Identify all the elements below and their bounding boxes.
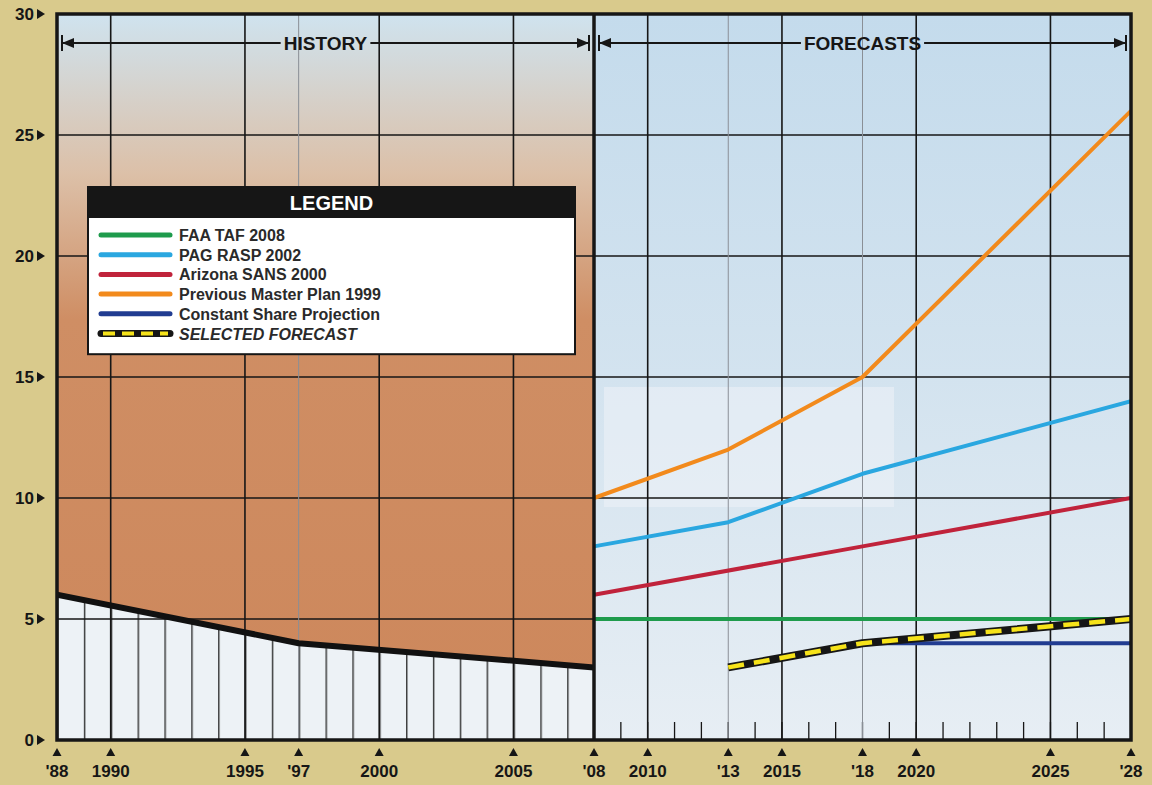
- x-tick-mark: [724, 748, 733, 756]
- x-tick-mark: [1046, 748, 1055, 756]
- y-tick-mark: [37, 372, 45, 382]
- minor-tick: [1077, 722, 1078, 740]
- minor-tick: [808, 722, 809, 740]
- x-tick-label: '08: [583, 762, 606, 781]
- x-tick-label: '28: [1120, 762, 1143, 781]
- y-tick-label: 25: [15, 126, 34, 145]
- x-tick-mark: [53, 748, 62, 756]
- minor-tick: [674, 722, 675, 740]
- grid-line-x: [1050, 14, 1052, 740]
- y-tick-label: 30: [15, 5, 34, 24]
- minor-tick: [942, 722, 943, 740]
- minor-tick: [754, 722, 755, 740]
- legend-label: FAA TAF 2008: [179, 227, 285, 244]
- legend-swatch: [101, 292, 170, 297]
- grid-line-x: [513, 14, 515, 740]
- legend-swatch: [101, 330, 170, 337]
- section-label: HISTORY: [284, 33, 368, 54]
- plot-area: [57, 14, 1131, 740]
- series-casing: [728, 619, 1131, 667]
- x-tick-mark: [858, 748, 867, 756]
- series-line: [728, 619, 1131, 667]
- y-tick-mark: [37, 735, 45, 745]
- x-tick-label: 2025: [1032, 762, 1070, 781]
- series-line: [594, 401, 1131, 546]
- y-tick-mark: [37, 251, 45, 261]
- grid-line-x: [915, 14, 917, 740]
- grid-line-x: [378, 14, 380, 740]
- minor-tick: [889, 722, 890, 740]
- minor-tick: [1104, 722, 1105, 740]
- section-arrow: [62, 35, 589, 51]
- x-tick-mark: [509, 748, 518, 756]
- section-arrow: [599, 35, 1126, 51]
- x-tick-mark: [240, 748, 249, 756]
- grid-line-x: [781, 14, 783, 740]
- x-tick-label: '18: [851, 762, 874, 781]
- x-tick-label: 2020: [897, 762, 935, 781]
- y-tick-label: 15: [15, 368, 34, 387]
- legend-swatch: [101, 252, 170, 257]
- legend-swatch: [101, 233, 170, 238]
- series-line: [594, 498, 1131, 595]
- x-tick-label: 1990: [92, 762, 130, 781]
- plot-frame: [57, 14, 1131, 740]
- y-tick-label: 20: [15, 247, 34, 266]
- x-tick-mark: [590, 748, 599, 756]
- x-tick-label: 1995: [226, 762, 264, 781]
- grid-line-x: [728, 14, 729, 740]
- legend-label: Constant Share Projection: [179, 306, 380, 323]
- y-tick-mark: [37, 614, 45, 624]
- legend-title: LEGEND: [290, 192, 373, 214]
- legend-label: Arizona SANS 2000: [179, 266, 327, 283]
- x-tick-mark: [912, 748, 921, 756]
- legend-header: [88, 187, 575, 218]
- minor-tick: [1023, 722, 1024, 740]
- legend-label: PAG RASP 2002: [179, 247, 301, 264]
- y-tick-label: 10: [15, 489, 34, 508]
- series-line: [594, 111, 1131, 498]
- minor-tick: [620, 722, 621, 740]
- history-line: [57, 595, 594, 668]
- x-tick-mark: [1127, 748, 1136, 756]
- y-tick-mark: [37, 130, 45, 140]
- y-tick-mark: [37, 493, 45, 503]
- x-tick-label: 2000: [360, 762, 398, 781]
- x-tick-label: '97: [287, 762, 310, 781]
- grid: [57, 14, 1131, 740]
- section-label: FORECASTS: [804, 33, 921, 54]
- minor-tick: [969, 722, 970, 740]
- grid-line-x: [110, 14, 112, 740]
- legend-label: SELECTED FORECAST: [179, 326, 358, 343]
- legend-swatch: [103, 332, 168, 336]
- series-line: [594, 617, 1131, 621]
- x-tick-label: 2015: [763, 762, 801, 781]
- grid-line-x: [647, 14, 649, 740]
- y-tick-mark: [37, 9, 45, 19]
- chart: HISTORYFORECASTS051015202530'8819901995'…: [0, 0, 1152, 785]
- x-tick-label: 2010: [629, 762, 667, 781]
- legend-swatch: [101, 272, 170, 277]
- x-tick-mark: [643, 748, 652, 756]
- minor-tick: [835, 722, 836, 740]
- x-tick-mark: [106, 748, 115, 756]
- x-tick-mark: [777, 748, 786, 756]
- x-tick-mark: [294, 748, 303, 756]
- y-tick-label: 5: [25, 610, 34, 629]
- x-tick-label: '13: [717, 762, 740, 781]
- divider: [592, 14, 596, 740]
- x-tick-mark: [375, 748, 384, 756]
- legend-swatch: [101, 311, 170, 316]
- minor-tick: [996, 722, 997, 740]
- minor-tick: [701, 722, 702, 740]
- grid-line-x: [298, 14, 299, 740]
- legend-label: Previous Master Plan 1999: [179, 286, 381, 303]
- legend: LEGEND FAA TAF 2008 PAG RASP 2002 Arizona S…: [88, 187, 575, 354]
- legend-box: [88, 187, 575, 354]
- x-tick-label: 2005: [495, 762, 533, 781]
- y-tick-label: 0: [25, 731, 34, 750]
- x-tick-label: '88: [46, 762, 69, 781]
